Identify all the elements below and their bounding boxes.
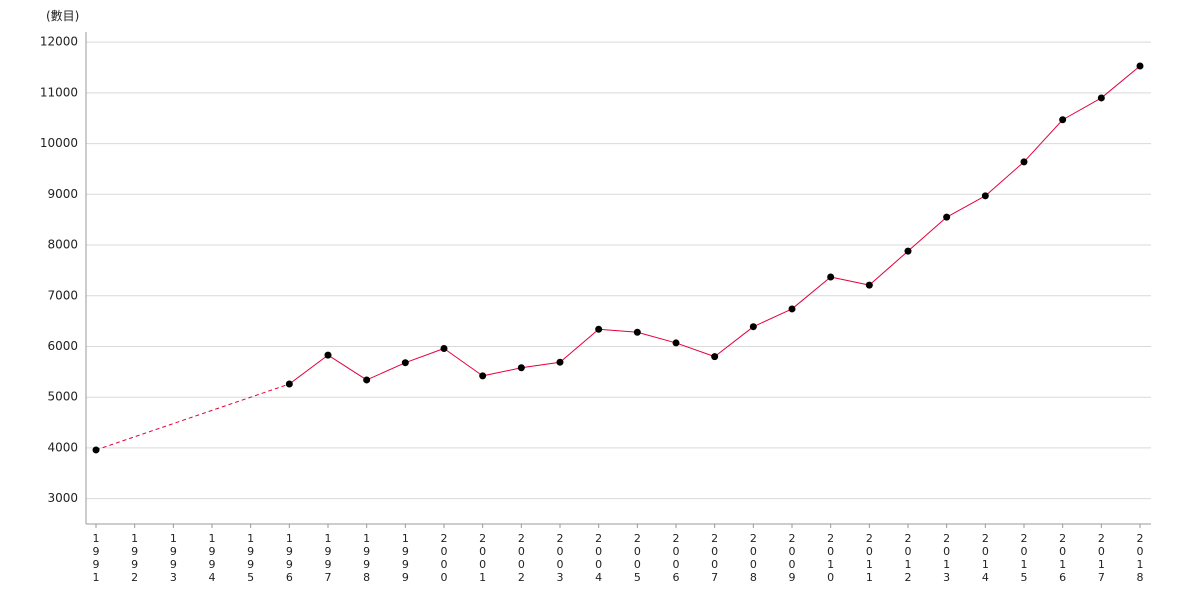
data-point [1136,62,1144,70]
series-line-segment [637,331,677,344]
series-line-segment [1101,65,1141,99]
series-line-segment [598,328,638,333]
series-line-segment [327,354,367,381]
data-point [904,247,912,255]
data-point [92,446,100,454]
data-point [556,358,564,366]
series-line-segment [366,362,406,381]
data-point [672,339,680,347]
data-point [595,325,603,333]
y-tick-label: 5000 [47,390,78,404]
data-point [1059,116,1067,124]
data-point [943,213,951,221]
data-points [92,62,1144,454]
y-tick-label: 4000 [47,440,78,454]
y-tick-label: 6000 [47,339,78,353]
data-point [440,345,448,353]
series-gap-segment [95,383,290,451]
data-point [865,281,873,289]
series-line-segment [869,250,909,286]
x-axis-ticks: 1 9 9 1 1 9 9 2 1 9 9 3 1 9 9 4 1 9 9 5 1 9 9 6 1 9 9 7 1 9 9 8 1 9 9 9 2 0 0 0… [93,524,1144,584]
series-line-segment [1023,119,1064,163]
series-line-segment [482,367,522,377]
data-point [633,328,641,336]
data-point [324,351,332,359]
y-tick-label: 8000 [47,238,78,252]
data-point [788,305,796,313]
series-line-segment [985,161,1025,197]
data-point [1020,158,1028,166]
series-line-segment [907,216,947,252]
series-line-segment [714,326,754,358]
data-point [981,192,989,200]
series-lines [95,65,1141,451]
series-line-segment [946,195,986,218]
y-tick-label: 10000 [40,136,78,150]
data-point [401,359,409,367]
data-point [285,380,293,388]
y-axis-unit-label: (數目) [46,9,79,23]
gridlines [86,41,1151,500]
data-point [711,353,719,361]
y-axis-ticks: 3000 4000 5000 6000 7000 8000 9000 10000 11000 12… [40,35,78,505]
y-tick-label: 3000 [47,491,78,505]
data-point [479,372,487,380]
y-tick-label: 11000 [40,85,78,99]
series-line-segment [830,276,870,286]
data-point [749,323,757,331]
data-point [827,273,835,281]
y-tick-label: 12000 [40,35,78,49]
data-point [1097,94,1105,102]
data-point [363,376,371,384]
y-tick-label: 7000 [47,288,78,302]
series-line-segment [405,348,445,364]
series-line-segment [753,308,793,328]
series-line-segment [521,361,561,369]
series-line-segment [443,348,483,377]
series-line-segment [675,342,715,358]
series-line-segment [559,328,599,363]
series-line-segment [791,276,831,310]
series-line-segment [1062,97,1102,121]
data-point [517,364,525,372]
y-tick-label: 9000 [47,187,78,201]
series-line-segment [289,354,329,385]
